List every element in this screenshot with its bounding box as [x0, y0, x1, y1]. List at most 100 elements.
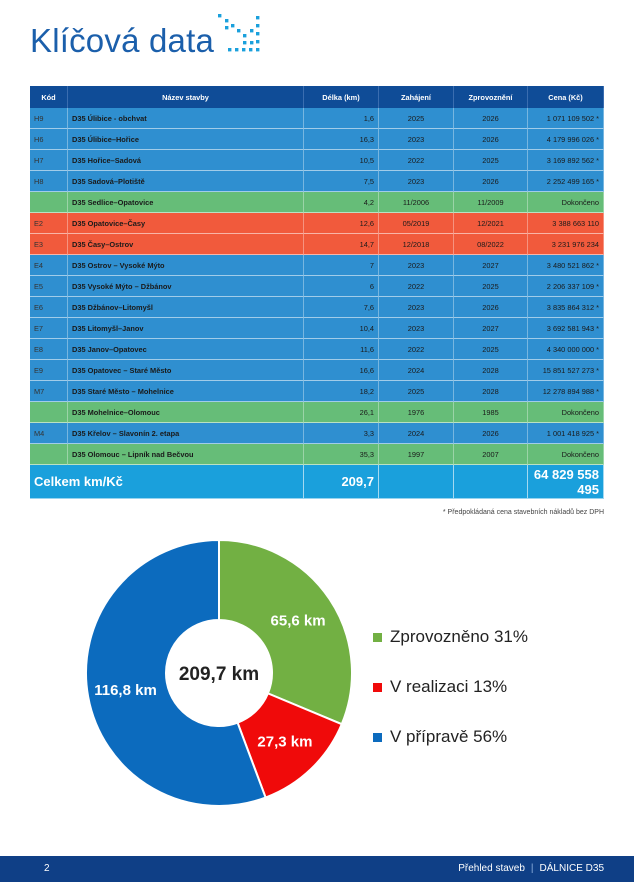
cell-end: 2026 [454, 129, 528, 150]
legend-label: V přípravě 56% [390, 727, 508, 746]
cell-end: 1985 [454, 402, 528, 423]
table-row: E6 D35 Džbánov–Litomyšl 7,6 2023 2026 3 835 8… [30, 297, 604, 318]
header-price: Cena (Kč) [528, 86, 604, 108]
cell-name: D35 Úlibice - obchvat [68, 108, 304, 129]
cell-code: H9 [30, 108, 68, 129]
slice-data-label: 116,8 km [94, 682, 157, 699]
total-label: Celkem km/Kč [30, 465, 304, 499]
table-row: E5 D35 Vysoké Mýto – Džbánov 6 2022 2025 2 20… [30, 276, 604, 297]
cell-end: 2025 [454, 276, 528, 297]
cell-length: 7,6 [304, 297, 379, 318]
donut-center-label: 209,7 km [179, 664, 259, 685]
table-row: D35 Sedlice–Opatovice 4,2 11/2006 11/2009 Do… [30, 192, 604, 213]
cell-length: 14,7 [304, 234, 379, 255]
cell-end: 08/2022 [454, 234, 528, 255]
cell-name: D35 Džbánov–Litomyšl [68, 297, 304, 318]
cell-price: Dokončeno [528, 402, 604, 423]
cell-price: 3 692 581 943 * [528, 318, 604, 339]
cell-end: 2007 [454, 444, 528, 465]
cell-start: 2022 [379, 150, 454, 171]
cell-code [30, 402, 68, 423]
total-row: Celkem km/Kč 209,7 64 829 558 495 [30, 465, 604, 499]
cell-name: D35 Křelov – Slavonín 2. etapa [68, 423, 304, 444]
cell-code [30, 192, 68, 213]
cell-price: Dokončeno [528, 444, 604, 465]
cell-code: E2 [30, 213, 68, 234]
legend-label: Zprovozněno 31% [390, 627, 528, 646]
table-row: H7 D35 Hořice–Sadová 10,5 2022 2025 3 169 892… [30, 150, 604, 171]
cell-length: 18,2 [304, 381, 379, 402]
cell-code: H6 [30, 129, 68, 150]
donut-slice [218, 538, 353, 726]
cell-end: 2025 [454, 339, 528, 360]
cell-length: 7 [304, 255, 379, 276]
cell-price: 3 480 521 862 * [528, 255, 604, 276]
table-row: M7 D35 Staré Město – Mohelnice 18,2 2025 202… [30, 381, 604, 402]
cell-code: E6 [30, 297, 68, 318]
cell-start: 2023 [379, 129, 454, 150]
cell-name: D35 Janov–Opatovec [68, 339, 304, 360]
table-row: H6 D35 Úlibice–Hořice 16,3 2023 2026 4 179 99… [30, 129, 604, 150]
cell-length: 26,1 [304, 402, 379, 423]
total-price: 64 829 558 495 [528, 465, 604, 499]
construction-table: Kód Název stavby Délka (km) Zahájení Zpr… [30, 86, 604, 499]
cell-name: D35 Časy–Ostrov [68, 234, 304, 255]
legend-swatch [373, 632, 382, 642]
cell-code: M7 [30, 381, 68, 402]
legend-label: V realizaci 13% [390, 677, 508, 696]
table-row: E7 D35 Litomyšl–Janov 10,4 2023 2027 3 692 58… [30, 318, 604, 339]
footer-brand: DÁLNICE D35 [539, 863, 604, 874]
cell-end: 2028 [454, 360, 528, 381]
cell-name: D35 Opatovice–Časy [68, 213, 304, 234]
cell-end: 2026 [454, 423, 528, 444]
cell-price: 3 388 663 110 [528, 213, 604, 234]
cell-code: E8 [30, 339, 68, 360]
cell-code: E4 [30, 255, 68, 276]
cell-price: 1 001 418 925 * [528, 423, 604, 444]
legend-item: V přípravě 56% [373, 712, 528, 762]
cell-start: 05/2019 [379, 213, 454, 234]
dots-logo-icon [218, 14, 260, 52]
cell-name: D35 Olomouc – Lipník nad Bečvou [68, 444, 304, 465]
cell-start: 1976 [379, 402, 454, 423]
footer-section: Přehled staveb [458, 863, 525, 874]
cell-name: D35 Staré Město – Mohelnice [68, 381, 304, 402]
legend-swatch [373, 732, 382, 742]
price-footnote: * Předpokládaná cena stavebních nákladů … [442, 509, 604, 516]
cell-price: 15 851 527 273 * [528, 360, 604, 381]
total-empty-2 [454, 465, 528, 499]
header-end: Zprovoznění [454, 86, 528, 108]
cell-length: 3,3 [304, 423, 379, 444]
slice-data-label: 65,6 km [271, 612, 326, 629]
table-row: H8 D35 Sadová–Plotiště 7,5 2023 2026 2 252 49… [30, 171, 604, 192]
cell-end: 12/2021 [454, 213, 528, 234]
cell-length: 10,4 [304, 318, 379, 339]
cell-start: 2025 [379, 108, 454, 129]
cell-name: D35 Sadová–Plotiště [68, 171, 304, 192]
legend-item: Zprovozněno 31% [373, 612, 528, 662]
cell-code: H8 [30, 171, 68, 192]
cell-price: 2 252 499 165 * [528, 171, 604, 192]
page-title: Klíčová data [30, 22, 215, 59]
cell-price: 2 206 337 109 * [528, 276, 604, 297]
cell-name: D35 Sedlice–Opatovice [68, 192, 304, 213]
cell-length: 16,3 [304, 129, 379, 150]
table-row: E2 D35 Opatovice–Časy 12,6 05/2019 12/2021 3 … [30, 213, 604, 234]
cell-end: 11/2009 [454, 192, 528, 213]
cell-name: D35 Vysoké Mýto – Džbánov [68, 276, 304, 297]
cell-start: 11/2006 [379, 192, 454, 213]
table-row: E3 D35 Časy–Ostrov 14,7 12/2018 08/2022 3 231… [30, 234, 604, 255]
cell-length: 10,5 [304, 150, 379, 171]
cell-end: 2027 [454, 255, 528, 276]
cell-start: 2023 [379, 318, 454, 339]
chart-legend: Zprovozněno 31% V realizaci 13% V přípra… [373, 612, 528, 762]
table-row: H9 D35 Úlibice - obchvat 1,6 2025 2026 1 071 … [30, 108, 604, 129]
footer-caption: Přehled staveb | DÁLNICE D35 [458, 863, 604, 874]
header-length: Délka (km) [304, 86, 379, 108]
cell-name: D35 Mohelnice–Olomouc [68, 402, 304, 423]
total-empty-1 [379, 465, 454, 499]
cell-start: 12/2018 [379, 234, 454, 255]
cell-length: 6 [304, 276, 379, 297]
cell-end: 2025 [454, 150, 528, 171]
slice-data-label: 27,3 km [257, 733, 312, 750]
